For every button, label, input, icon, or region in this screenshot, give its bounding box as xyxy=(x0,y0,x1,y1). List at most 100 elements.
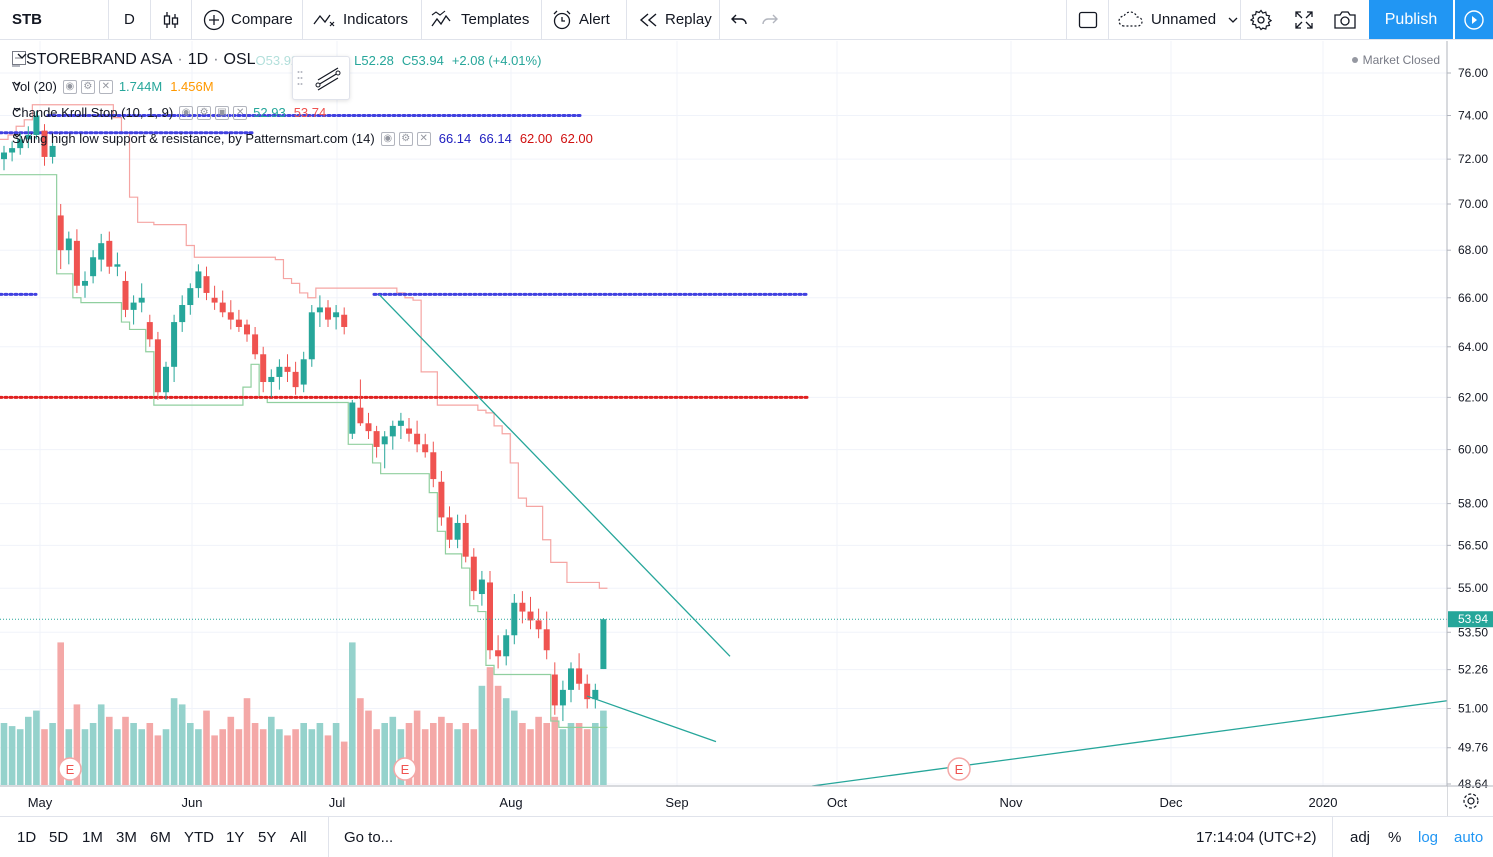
volume-bar xyxy=(478,685,486,785)
axis-settings-icon[interactable] xyxy=(1463,793,1479,809)
eye-icon[interactable]: ◉ xyxy=(380,131,395,146)
close-icon[interactable]: ✕ xyxy=(98,79,113,94)
indicators-button[interactable]: Indicators xyxy=(313,0,408,39)
volume-bar xyxy=(340,741,348,785)
range-label: 6M xyxy=(150,829,171,846)
candle-body xyxy=(292,371,299,388)
chande-kroll-long-line xyxy=(0,174,608,728)
alert-button[interactable]: Alert xyxy=(551,0,610,39)
price-chart[interactable]: E E E 76.00 74.00 72.00 70.00 68.00 66.00 64.00 62… xyxy=(0,41,1493,816)
time-tick-label: Sep xyxy=(665,795,688,810)
candle-body xyxy=(325,307,331,320)
legend-exchange[interactable]: OSL xyxy=(223,51,256,68)
clock-label: 17:14:04 (UTC+2) xyxy=(1196,829,1317,846)
chart-pane[interactable]: E E E 76.00 74.00 72.00 70.00 68.00 66.00 64.00 62… xyxy=(0,41,1493,816)
goto-button[interactable]: Go to... xyxy=(344,817,393,857)
eye-icon[interactable]: ◉ xyxy=(62,79,77,94)
symbol-name[interactable]: STOREBRAND ASA xyxy=(26,51,173,68)
candle-body xyxy=(57,215,64,251)
log-label: log xyxy=(1418,829,1439,846)
auto-toggle[interactable]: auto xyxy=(1454,817,1483,857)
ck-name[interactable]: Chande Kroll Stop (10, 1, 9) xyxy=(12,105,174,120)
replay-button[interactable]: Replay xyxy=(639,0,712,39)
close-icon[interactable]: ✕ xyxy=(233,105,248,120)
volume-bar xyxy=(162,729,170,785)
range-3m[interactable]: 3M xyxy=(116,817,137,857)
range-ytd[interactable]: YTD xyxy=(184,817,214,857)
alarm-clock-icon xyxy=(553,10,571,29)
chevron-down-icon[interactable] xyxy=(12,131,22,141)
candle-body xyxy=(260,354,267,383)
swing-name[interactable]: Swing high low support & resistance, by … xyxy=(12,131,375,146)
symbol-search[interactable]: STB xyxy=(12,0,42,39)
volume-bar xyxy=(138,729,145,785)
legend-open: O53.92 xyxy=(255,52,299,68)
swing-legend: Swing high low support & resistance, by … xyxy=(12,131,593,146)
chart-style-button[interactable] xyxy=(161,0,181,39)
redo-icon xyxy=(762,14,778,24)
undo-button[interactable] xyxy=(730,0,748,39)
settings-icon[interactable]: ⚙ xyxy=(398,131,413,146)
percent-toggle[interactable]: % xyxy=(1388,817,1401,857)
range-1d[interactable]: 1D xyxy=(17,817,36,857)
snapshot-button[interactable] xyxy=(1333,0,1357,39)
candle-body xyxy=(227,312,234,320)
legend-interval[interactable]: 1D xyxy=(187,51,209,68)
range-6m[interactable]: 6M xyxy=(150,817,171,857)
range-label: 5Y xyxy=(258,829,277,846)
compare-button[interactable]: Compare xyxy=(203,0,293,39)
adj-toggle[interactable]: adj xyxy=(1350,817,1370,857)
volume-bar xyxy=(8,726,16,785)
last-price-label: 53.94 xyxy=(1458,612,1488,626)
settings-icon[interactable]: ⚙ xyxy=(197,105,212,120)
gear-teeth xyxy=(1463,793,1479,809)
expand-button[interactable] xyxy=(1294,0,1314,39)
range-1y[interactable]: 1Y xyxy=(226,817,244,857)
volume-bar xyxy=(365,710,372,785)
publish-label: Publish xyxy=(1384,10,1438,28)
chande-kroll-legend: Chande Kroll Stop (10, 1, 9) ◉ ⚙ ▣ ✕ 52.… xyxy=(12,105,326,120)
candle-body xyxy=(244,324,250,335)
candle-body xyxy=(106,240,113,267)
chevron-down-icon[interactable] xyxy=(16,51,28,61)
eye-icon[interactable]: ◉ xyxy=(179,105,194,120)
templates-button[interactable]: Templates xyxy=(431,0,529,39)
volume-bar xyxy=(106,716,113,785)
vol-name[interactable]: Vol (20) xyxy=(12,79,57,94)
settings-button[interactable] xyxy=(1250,0,1272,39)
volume-bar xyxy=(292,729,299,785)
candle-body xyxy=(381,436,388,445)
volume-bar xyxy=(33,710,40,785)
publish-options-button[interactable] xyxy=(1455,0,1493,39)
volume-bar xyxy=(551,716,559,785)
trendline-tool-icon[interactable] xyxy=(315,65,343,93)
legend-separator: · xyxy=(177,51,183,68)
layout-menu[interactable]: Unnamed xyxy=(1117,0,1240,39)
clock[interactable]: 17:14:04 (UTC+2) xyxy=(1196,817,1316,857)
range-5y[interactable]: 5Y xyxy=(258,817,276,857)
volume-bar xyxy=(535,716,542,785)
source-icon[interactable]: ▣ xyxy=(215,105,230,120)
drawing-toolbar-float[interactable] xyxy=(292,56,350,100)
candle-body xyxy=(171,322,178,367)
fullscreen-toggle[interactable] xyxy=(1078,0,1098,39)
volume-bar xyxy=(300,723,307,785)
chevron-down-icon[interactable] xyxy=(12,105,22,115)
chevron-down-icon[interactable] xyxy=(12,79,22,89)
time-tick-label: Dec xyxy=(1159,795,1183,810)
range-1m[interactable]: 1M xyxy=(82,817,103,857)
publish-button[interactable]: Publish xyxy=(1369,0,1453,39)
settings-icon[interactable]: ⚙ xyxy=(80,79,95,94)
log-toggle[interactable]: log xyxy=(1418,817,1438,857)
range-5d[interactable]: 5D xyxy=(49,817,68,857)
legend-change: +2.08 (+4.01%) xyxy=(451,52,542,68)
range-all[interactable]: All xyxy=(290,817,307,857)
close-icon[interactable]: ✕ xyxy=(416,131,431,146)
legend-close: C53.94 xyxy=(401,52,444,68)
candle-body xyxy=(438,481,445,518)
candle-body xyxy=(114,264,121,267)
interval-button[interactable]: D xyxy=(124,0,135,39)
redo-button[interactable] xyxy=(761,0,779,39)
drag-handle-icon[interactable] xyxy=(297,69,303,89)
time-tick-label: Oct xyxy=(827,795,848,810)
